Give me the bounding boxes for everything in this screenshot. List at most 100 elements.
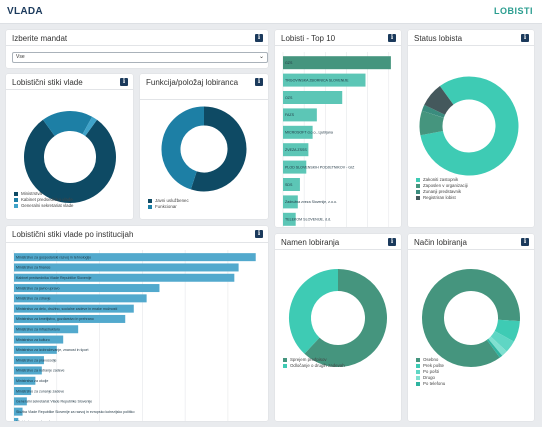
info-icon[interactable]: i (255, 34, 263, 42)
legend-item[interactable]: Drugo (416, 375, 445, 381)
namen-slice-0[interactable] (304, 269, 387, 367)
legend-item[interactable]: Javni uslužbenec (148, 198, 189, 204)
legend-item[interactable]: Po telefonu (416, 381, 445, 387)
namen-slice-1[interactable] (289, 269, 339, 354)
status-slice-1[interactable] (419, 110, 444, 136)
legend-item[interactable]: Funkcionar (148, 204, 189, 210)
bar-label: Generalni sekretariat Vlade Republike Sl… (16, 400, 92, 404)
legend-item[interactable]: Zunanji predstavnik (416, 189, 468, 195)
bar[interactable] (14, 253, 256, 262)
legend-item[interactable]: Registriran lobist (416, 195, 468, 201)
bar[interactable] (14, 314, 126, 323)
status-donut (419, 76, 519, 176)
bar[interactable] (14, 407, 23, 416)
mandate-panel: Izberite mandat i Vse ⌄ (6, 30, 268, 68)
top10-bar-chart: 050100150200250GZSTRGOVINSKA ZBORNICA SL… (282, 52, 391, 227)
nacin-slice-1[interactable] (494, 319, 520, 342)
top10-panel: Lobisti - Top 10 i 050100150200250GZSTRG… (275, 30, 401, 227)
bar[interactable] (283, 212, 296, 226)
bar-label: TRGOVINSKA ZBORNICA SLOVENIJE (285, 78, 349, 82)
info-icon[interactable]: i (388, 238, 396, 246)
divider (275, 45, 401, 46)
legend-label: Javni uslužbenec (155, 198, 189, 203)
stiki-vlade-legend: Ministrstva Kabinet predsednika vlade Gene… (14, 191, 73, 209)
bar[interactable] (283, 178, 300, 191)
nav-link-lobisti[interactable]: LOBISTI (494, 6, 533, 16)
legend-item[interactable]: Sprejem predpisov (283, 357, 345, 363)
nacin-slice-0[interactable] (422, 269, 520, 367)
legend-item[interactable]: Osebno (416, 357, 445, 363)
stiki-vlade-title: Lobistični stiki vlade (12, 78, 83, 87)
legend-swatch (283, 358, 287, 362)
legend-item[interactable]: Prek pošte (416, 363, 445, 369)
info-icon[interactable]: i (388, 34, 396, 42)
bar[interactable] (14, 294, 147, 303)
nacin-slice-2[interactable] (490, 330, 514, 352)
bar[interactable] (14, 356, 44, 365)
status-slice-0[interactable] (420, 76, 519, 176)
legend-item[interactable]: Zakoniti zastopnik (416, 177, 468, 183)
bar-label: Ministrstvo za finance (16, 266, 51, 270)
status-legend: Zakoniti zastopnik Zaposlen v organizacij… (416, 177, 468, 201)
nacin-slice-3[interactable] (488, 336, 507, 356)
divider (6, 45, 268, 46)
stiki_vlade-slice-1[interactable] (42, 111, 93, 137)
stiki_vlade-slice-0[interactable] (24, 119, 116, 203)
bar[interactable] (283, 160, 307, 174)
bar[interactable] (14, 273, 235, 282)
info-icon[interactable]: i (255, 78, 263, 86)
funkcija-slice-1[interactable] (161, 106, 205, 190)
info-icon[interactable]: i (120, 78, 128, 86)
mandate-select[interactable]: Vse ⌄ (12, 52, 268, 63)
bar[interactable] (14, 345, 57, 354)
bar[interactable] (283, 108, 317, 122)
bar[interactable] (283, 56, 391, 70)
funkcija-slice-0[interactable] (190, 106, 247, 192)
bar[interactable] (14, 284, 160, 293)
legend-item[interactable]: Po pošti (416, 369, 445, 375)
bar[interactable] (14, 263, 239, 272)
bar[interactable] (14, 335, 64, 344)
legend-item[interactable]: Odločanje o drugih zadevah (283, 363, 345, 369)
bar-label: Zadružna zveza Slovenije, z.o.o. (285, 200, 337, 204)
legend-label: Prek pošte (423, 363, 444, 368)
bar-label: Ministrstvo za kmetijstvo, gozdarstvo in… (16, 317, 94, 321)
legend-swatch (14, 204, 18, 208)
bar[interactable] (283, 195, 298, 209)
legend-label: Drugo (423, 375, 435, 380)
bar-label: Ministrstvo za gospodarski razvoj in teh… (16, 255, 91, 259)
institucije-bar-chart: 02004006008001.000Ministrstvo za gospoda… (13, 250, 256, 421)
nacin-slice-4[interactable] (486, 338, 503, 358)
bar[interactable] (14, 325, 79, 334)
info-icon[interactable]: i (255, 230, 263, 238)
bar-label: Ministrstvo za infrastrukturo (16, 328, 60, 332)
bar-label: Služba Vlade Republike Slovenije za razv… (16, 410, 134, 414)
nacin-panel: Način lobiranja i Osebno Prek pošte Po poš… (408, 234, 534, 421)
bar[interactable] (14, 366, 42, 375)
info-icon[interactable]: i (521, 34, 529, 42)
namen-panel: Namen lobiranja i Sprejem predpisov Odloč… (275, 234, 401, 421)
bar[interactable] (14, 376, 36, 385)
status-slice-3[interactable] (424, 85, 454, 116)
stiki_vlade-slice-2[interactable] (82, 116, 98, 137)
bar[interactable] (283, 73, 366, 87)
funkcija-legend: Javni uslužbenec Funkcionar (148, 198, 189, 210)
legend-item[interactable]: Kabinet predsednika vlade (14, 197, 73, 203)
status-slice-2[interactable] (421, 104, 446, 118)
info-icon[interactable]: i (521, 238, 529, 246)
institucije-panel: Lobistični stiki vlade po institucijah i… (6, 226, 268, 421)
legend-label: Zakoniti zastopnik (423, 177, 459, 182)
bar[interactable] (283, 125, 313, 139)
bar[interactable] (283, 143, 309, 157)
bar[interactable] (14, 417, 19, 421)
funkcija-donut (161, 106, 247, 192)
legend-item[interactable]: Generalni sekretariat vlade (14, 203, 73, 209)
namen-legend: Sprejem predpisov Odločanje o drugih zade… (283, 357, 345, 369)
bar[interactable] (14, 304, 134, 313)
bar[interactable] (14, 387, 32, 396)
bar[interactable] (283, 91, 343, 104)
legend-swatch (14, 198, 18, 202)
bar[interactable] (14, 397, 27, 406)
legend-item[interactable]: Zaposlen v organizaciji (416, 183, 468, 189)
legend-item[interactable]: Ministrstva (14, 191, 73, 197)
